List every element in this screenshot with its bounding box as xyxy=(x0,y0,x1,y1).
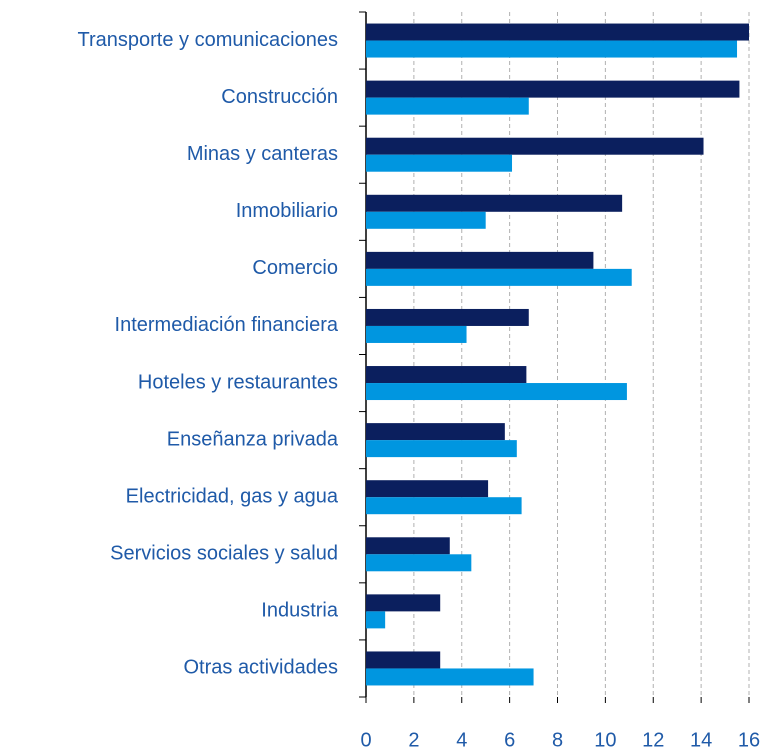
y-tick-label: Electricidad, gas y agua xyxy=(126,485,339,507)
bar xyxy=(366,611,386,629)
bar xyxy=(366,308,529,326)
bar xyxy=(366,40,738,58)
x-tick-label: 0 xyxy=(360,729,371,749)
x-tick-label: 4 xyxy=(456,729,467,749)
x-tick-label: 8 xyxy=(552,729,563,749)
bar xyxy=(366,268,632,286)
y-tick-label: Transporte y comunicaciones xyxy=(78,29,339,51)
y-tick-label: Minas y canteras xyxy=(187,143,338,165)
bar xyxy=(366,366,527,384)
y-tick-label: Construcción xyxy=(221,86,338,108)
x-tick-label: 12 xyxy=(642,729,664,749)
bar xyxy=(366,97,529,115)
bar xyxy=(366,325,467,343)
y-tick-label: Hoteles y restaurantes xyxy=(138,371,338,393)
bar xyxy=(366,651,441,669)
bar xyxy=(366,194,623,212)
y-tick-label: Servicios sociales y salud xyxy=(110,543,338,565)
x-tick-label: 10 xyxy=(594,729,616,749)
y-tick-label: Otras actividades xyxy=(183,657,338,679)
x-tick-label: 14 xyxy=(690,729,712,749)
x-tick-label: 2 xyxy=(408,729,419,749)
bar xyxy=(366,211,486,229)
bar xyxy=(366,137,704,155)
bar xyxy=(366,383,627,401)
bar xyxy=(366,497,522,515)
x-tick-label: 16 xyxy=(738,729,760,749)
bar xyxy=(366,440,517,458)
x-tick-label: 6 xyxy=(504,729,515,749)
bar xyxy=(366,23,749,41)
bar xyxy=(366,480,489,498)
bar xyxy=(366,594,441,612)
y-tick-label: Intermediación financiera xyxy=(115,314,339,336)
y-tick-label: Inmobiliario xyxy=(236,200,338,222)
bar xyxy=(366,80,740,98)
y-tick-label: Enseñanza privada xyxy=(167,428,339,450)
bar xyxy=(366,668,534,686)
y-tick-label: Industria xyxy=(261,600,339,622)
bar xyxy=(366,537,450,555)
bar xyxy=(366,154,513,172)
y-tick-label: Comercio xyxy=(252,257,338,279)
bar xyxy=(366,251,594,269)
bar xyxy=(366,554,472,572)
bar xyxy=(366,423,505,441)
